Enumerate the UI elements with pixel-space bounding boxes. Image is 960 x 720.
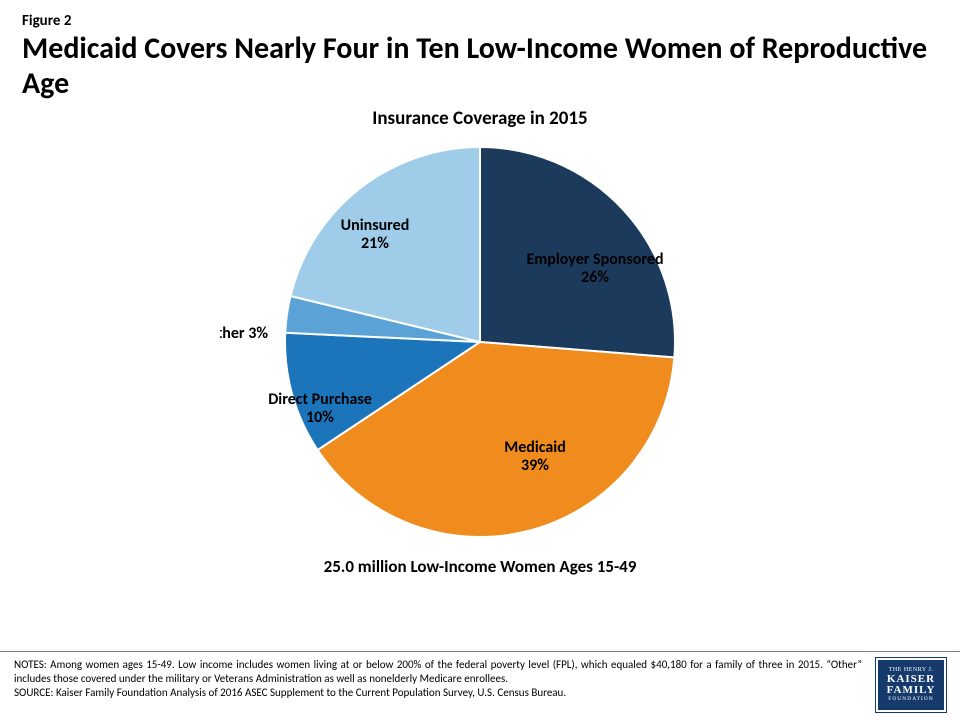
kff-logo-line3: FAMILY: [887, 685, 936, 696]
footer: NOTES: Among women ages 15-49. Low incom…: [0, 651, 960, 720]
figure-page: Figure 2 Medicaid Covers Nearly Four in …: [0, 0, 960, 720]
chart-title: Insurance Coverage in 2015: [22, 107, 938, 130]
figure-label: Figure 2: [22, 12, 938, 30]
pie-label-other: Other 3%: [220, 324, 268, 343]
footer-text: NOTES: Among women ages 15-49. Low incom…: [14, 658, 862, 699]
main-title: Medicaid Covers Nearly Four in Ten Low-I…: [22, 32, 938, 101]
chart-subcaption: 25.0 million Low-Income Women Ages 15-49: [22, 556, 938, 577]
kff-logo: THE HENRY J. KAISER FAMILY FOUNDATION: [876, 658, 946, 712]
chart-container: Employer Sponsored26%Medicaid39%Direct P…: [22, 132, 938, 552]
pie-chart: Employer Sponsored26%Medicaid39%Direct P…: [220, 132, 740, 552]
footer-source: SOURCE: Kaiser Family Foundation Analysi…: [14, 686, 566, 699]
kff-logo-line4: FOUNDATION: [888, 697, 933, 703]
footer-notes: NOTES: Among women ages 15-49. Low incom…: [14, 658, 862, 685]
